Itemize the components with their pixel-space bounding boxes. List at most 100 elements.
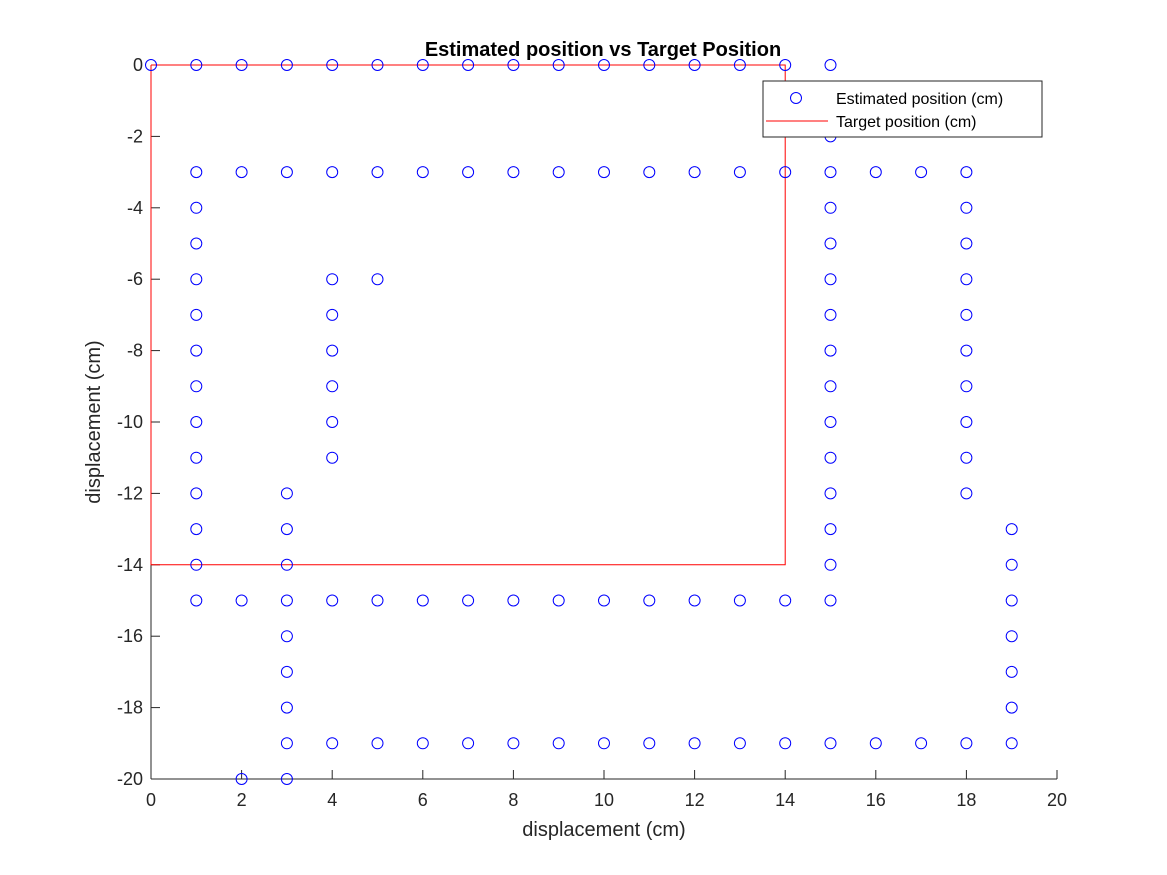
estimated-position-point: [280, 487, 293, 500]
estimated-position-point: [824, 594, 837, 607]
estimated-position-point: [824, 380, 837, 393]
x-tick-label: 12: [685, 790, 705, 810]
estimated-position-point: [280, 737, 293, 750]
estimated-position-point: [824, 451, 837, 464]
estimated-position-point: [235, 773, 248, 785]
estimated-position-point: [960, 380, 973, 393]
estimated-position-point: [869, 166, 882, 179]
y-axis-label: displacement (cm): [83, 340, 105, 503]
estimated-position-point: [598, 737, 610, 750]
estimated-position-point: [779, 594, 792, 607]
estimated-position-point: [688, 594, 701, 607]
estimated-position-point: [824, 523, 837, 536]
y-tick-label: -20: [117, 769, 143, 789]
estimated-position-point: [824, 416, 837, 428]
estimated-position-point: [280, 701, 293, 714]
estimated-position-point: [371, 166, 384, 179]
y-tick-label: -16: [117, 626, 143, 646]
estimated-position-point: [915, 166, 928, 179]
estimated-position-point: [779, 737, 792, 750]
estimated-position-point: [416, 737, 429, 750]
x-tick-label: 8: [508, 790, 518, 810]
estimated-position-point: [371, 273, 384, 286]
estimated-position-point: [507, 594, 520, 607]
estimated-position-point: [280, 773, 293, 785]
estimated-position-point: [507, 737, 520, 750]
estimated-position-point: [643, 59, 656, 71]
estimated-position-point: [462, 166, 475, 179]
x-tick-label: 16: [866, 790, 886, 810]
estimated-position-point: [552, 737, 565, 750]
estimated-position-point: [190, 451, 203, 464]
estimated-position-point: [280, 665, 293, 678]
y-tick-label: -10: [117, 412, 143, 432]
estimated-position-point: [869, 737, 882, 750]
estimated-position-point: [371, 59, 384, 71]
legend-box: [762, 80, 1043, 138]
estimated-position-point: [326, 416, 339, 428]
estimated-position-point: [960, 273, 973, 286]
estimated-position-point: [326, 594, 339, 607]
estimated-position-point: [598, 59, 610, 71]
estimated-position-point: [733, 594, 746, 607]
estimated-position-point: [190, 166, 203, 179]
estimated-position-point: [960, 451, 973, 464]
estimated-position-point: [1005, 594, 1018, 607]
x-tick-label: 10: [594, 790, 614, 810]
legend-label-target: Target position (cm): [836, 114, 977, 131]
estimated-position-point: [190, 487, 203, 500]
estimated-position-point: [960, 237, 973, 250]
estimated-series: [145, 59, 1018, 785]
estimated-position-point: [190, 273, 203, 286]
estimated-position-point: [1005, 558, 1018, 571]
estimated-position-point: [643, 594, 656, 607]
estimated-position-point: [235, 594, 248, 607]
estimated-position-point: [643, 166, 656, 179]
y-tick-label: 0: [133, 55, 143, 75]
estimated-position-point: [960, 344, 973, 357]
estimated-position-point: [688, 737, 701, 750]
target-series: [150, 64, 786, 566]
estimated-position-point: [190, 558, 203, 571]
estimated-position-point: [824, 737, 837, 750]
estimated-position-point: [326, 451, 339, 464]
estimated-position-point: [824, 308, 837, 321]
estimated-position-point: [598, 166, 610, 179]
estimated-position-point: [416, 166, 429, 179]
y-tick-label: -14: [117, 555, 143, 575]
estimated-position-point: [1005, 737, 1018, 750]
estimated-position-point: [462, 594, 475, 607]
estimated-position-point: [280, 558, 293, 571]
estimated-position-point: [960, 737, 973, 750]
estimated-position-point: [824, 166, 837, 179]
estimated-position-point: [552, 59, 565, 71]
estimated-position-point: [779, 59, 792, 71]
estimated-position-point: [280, 594, 293, 607]
x-tick-label: 14: [775, 790, 795, 810]
estimated-position-point: [326, 737, 339, 750]
estimated-position-point: [915, 737, 928, 750]
estimated-position-point: [1005, 523, 1018, 536]
estimated-position-point: [190, 59, 203, 71]
estimated-position-point: [552, 166, 565, 179]
estimated-position-point: [190, 594, 203, 607]
estimated-position-point: [145, 59, 157, 71]
estimated-position-point: [507, 59, 520, 71]
estimated-position-point: [643, 737, 656, 750]
estimated-position-point: [462, 737, 475, 750]
estimated-position-point: [960, 166, 973, 179]
estimated-position-point: [1005, 701, 1018, 714]
y-tick-label: -18: [117, 698, 143, 718]
estimated-position-point: [598, 594, 610, 607]
estimated-position-point: [235, 59, 248, 71]
legend: Estimated position (cm) Target position …: [762, 80, 1043, 138]
estimated-position-point: [552, 594, 565, 607]
estimated-position-point: [960, 487, 973, 500]
estimated-position-point: [824, 487, 837, 500]
estimated-position-point: [1005, 665, 1018, 678]
estimated-position-point: [280, 59, 293, 71]
chart-title: Estimated position vs Target Position: [425, 39, 781, 61]
estimated-position-point: [326, 166, 339, 179]
estimated-position-point: [688, 59, 701, 71]
